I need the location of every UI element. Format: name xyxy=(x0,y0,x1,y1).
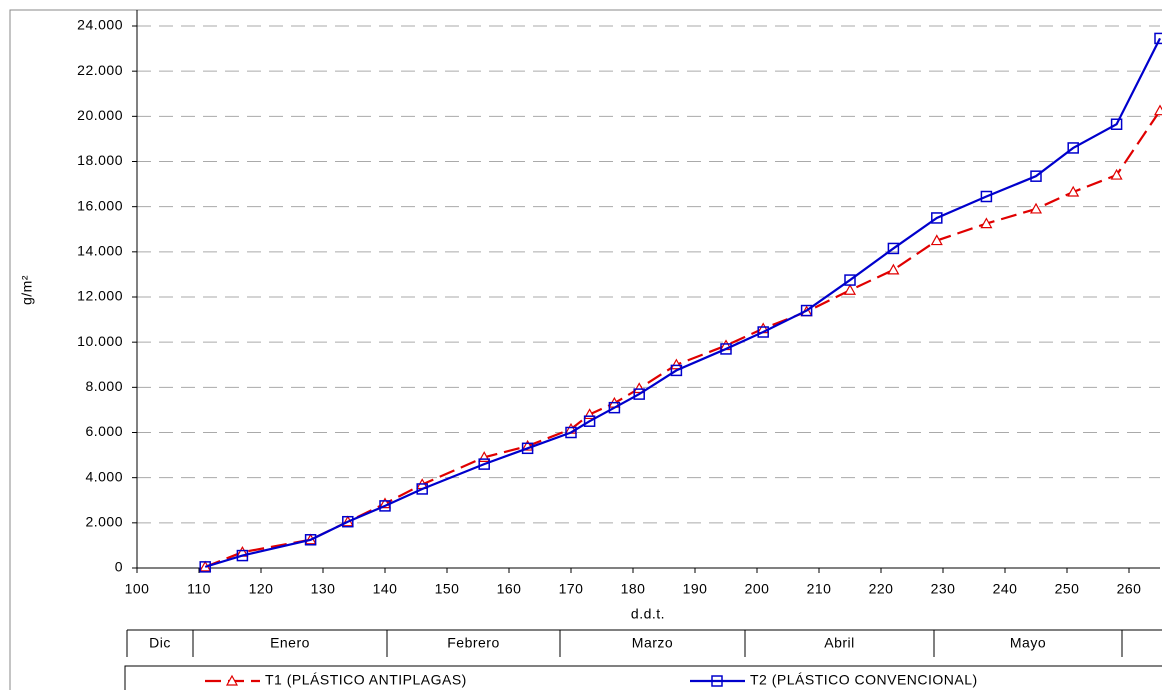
marker xyxy=(711,675,723,687)
marker xyxy=(670,358,683,370)
marker xyxy=(225,674,239,686)
y-tick-label: 10.000 xyxy=(77,333,123,349)
y-tick-label: 18.000 xyxy=(77,152,123,168)
x-tick-label: 210 xyxy=(807,581,832,597)
y-tick-label: 4.000 xyxy=(85,468,123,484)
month-label: Febrero xyxy=(447,635,500,651)
x-tick-label: 150 xyxy=(435,581,460,597)
x-tick-label: 190 xyxy=(683,581,708,597)
marker xyxy=(565,426,577,439)
marker xyxy=(633,388,645,400)
legend-box xyxy=(124,665,1162,695)
y-tick-label: 20.000 xyxy=(77,107,123,123)
legend-label: T1 (PLÁSTICO ANTIPLAGAS) xyxy=(265,672,467,688)
x-tick-label: 250 xyxy=(1055,581,1080,597)
x-tick-label: 100 xyxy=(125,581,150,597)
marker xyxy=(521,442,534,455)
marker xyxy=(342,515,354,528)
marker xyxy=(720,343,732,355)
month-label: Abril xyxy=(824,635,855,651)
marker xyxy=(1154,32,1162,45)
y-tick-label: 8.000 xyxy=(85,378,123,394)
y-tick-label: 2.000 xyxy=(85,514,123,530)
legend-label: T2 (PLÁSTICO CONVENCIONAL) xyxy=(750,672,978,688)
marker xyxy=(304,534,317,546)
x-tick-label: 240 xyxy=(993,581,1018,597)
y-tick-label: 12.000 xyxy=(77,288,123,304)
y-tick-label: 6.000 xyxy=(85,423,123,439)
marker xyxy=(1067,142,1079,154)
marker xyxy=(416,483,428,495)
marker xyxy=(633,382,646,394)
marker xyxy=(931,212,943,224)
x-tick-label: 170 xyxy=(559,581,584,597)
marker xyxy=(199,561,211,573)
y-tick-label: 0 xyxy=(115,559,123,575)
month-label: Enero xyxy=(270,635,310,651)
marker xyxy=(478,458,490,470)
y-tick-label: 22.000 xyxy=(77,62,123,78)
marker xyxy=(1110,168,1123,180)
marker xyxy=(930,234,943,246)
marker xyxy=(844,274,856,286)
month-label: Marzo xyxy=(632,635,673,651)
month-label: Dic xyxy=(149,635,171,651)
x-tick-label: 180 xyxy=(621,581,646,597)
marker xyxy=(1067,185,1080,197)
marker xyxy=(800,304,813,317)
x-tick-label: 230 xyxy=(931,581,956,597)
marker xyxy=(1030,170,1042,182)
series-line xyxy=(204,37,1161,568)
marker xyxy=(608,401,621,414)
marker xyxy=(379,500,391,512)
marker xyxy=(583,415,596,427)
marker xyxy=(980,217,993,229)
y-tick-label: 16.000 xyxy=(77,197,123,213)
month-label: Mayo xyxy=(1010,635,1046,651)
marker xyxy=(887,242,900,255)
marker xyxy=(980,190,993,203)
y-tick-label: 24.000 xyxy=(77,17,123,33)
x-tick-label: 200 xyxy=(745,581,770,597)
x-tick-label: 140 xyxy=(373,581,398,597)
x-tick-label: 160 xyxy=(497,581,522,597)
x-tick-label: 220 xyxy=(869,581,894,597)
x-tick-label: 130 xyxy=(311,581,336,597)
y-axis-label: g/m² xyxy=(19,275,35,305)
marker xyxy=(1029,202,1043,214)
y-tick-label: 14.000 xyxy=(77,243,123,259)
x-tick-label: 110 xyxy=(187,581,211,597)
x-tick-label: 260 xyxy=(1117,581,1142,597)
marker xyxy=(757,326,769,338)
chart-frame xyxy=(9,9,1162,695)
x-tick-label: 120 xyxy=(249,581,274,597)
x-axis-label: d.d.t. xyxy=(631,606,665,622)
marker xyxy=(887,263,900,275)
marker xyxy=(236,549,249,562)
marker xyxy=(1153,104,1162,116)
marker xyxy=(670,364,683,377)
marker xyxy=(1110,118,1123,130)
month-row xyxy=(126,629,1162,657)
marker xyxy=(843,283,857,295)
series-line xyxy=(204,110,1161,568)
